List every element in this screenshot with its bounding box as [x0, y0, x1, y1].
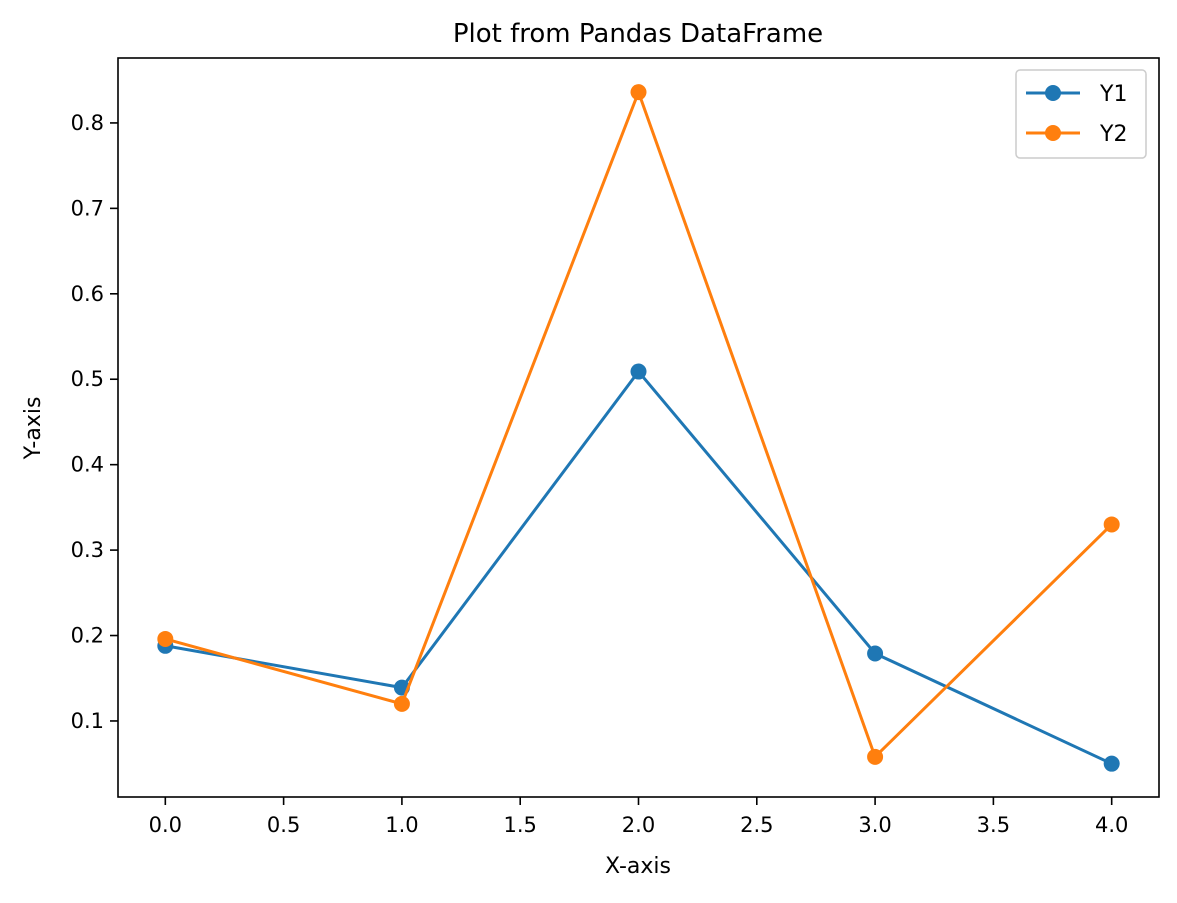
y-tick-label: 0.1: [71, 709, 104, 733]
data-point-y2: [630, 84, 647, 101]
x-tick-label: 0.0: [149, 813, 182, 837]
x-tick-label: 1.0: [385, 813, 418, 837]
y-tick-label: 0.7: [71, 196, 104, 220]
chart-title: Plot from Pandas DataFrame: [453, 19, 823, 49]
data-point-y2: [1103, 516, 1120, 533]
y-tick-label: 0.8: [71, 111, 104, 135]
x-axis-label: X-axis: [605, 854, 671, 879]
y-tick-label: 0.5: [71, 367, 104, 391]
legend-label-y2: Y2: [1099, 122, 1127, 147]
legend-label-y1: Y1: [1099, 82, 1127, 107]
data-point-y2: [867, 748, 884, 765]
data-point-y2: [157, 630, 174, 647]
axes-frame: [117, 57, 1160, 798]
plot-area: 0.0 0.5 1.0 1.5 2.0 2.5 3.0 3.5 4.0 0.1 0.2 0.3 0.4 0…: [71, 57, 1160, 837]
y-tick-label: 0.2: [71, 624, 104, 648]
y-tick-label: 0.4: [71, 453, 104, 477]
y-tick-label: 0.3: [71, 538, 104, 562]
x-tick-label: 2.5: [740, 813, 773, 837]
x-tick-label: 1.5: [504, 813, 537, 837]
y-tick-label: 0.6: [71, 282, 104, 306]
y-axis-label: Y-axis: [21, 397, 46, 461]
legend-marker-y2: [1045, 125, 1061, 141]
data-point-y1: [1103, 755, 1120, 772]
x-tick-label: 2.0: [622, 813, 655, 837]
x-tick-label: 4.0: [1095, 813, 1128, 837]
data-point-y1: [630, 363, 647, 380]
data-point-y2: [393, 695, 410, 712]
data-point-y1: [867, 645, 884, 662]
x-tick-label: 0.5: [267, 813, 300, 837]
x-tick-label: 3.0: [858, 813, 891, 837]
legend-marker-y1: [1045, 85, 1061, 101]
x-tick-label: 3.5: [977, 813, 1010, 837]
